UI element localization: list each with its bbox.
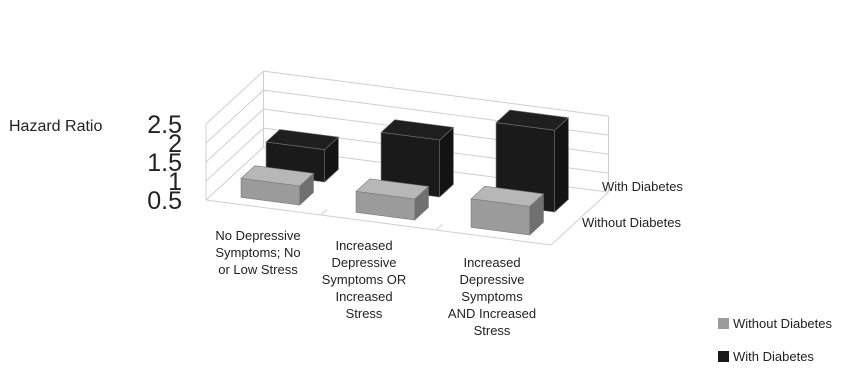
gridline-side: [205, 108, 264, 163]
gridline-side: [205, 146, 264, 201]
floor-front-edge: [205, 199, 552, 246]
legend-label: With Diabetes: [733, 349, 814, 364]
y-tick-label: 1: [168, 168, 182, 196]
x-category-label: Increased Depressive Symptoms AND Increased…: [448, 255, 536, 338]
gridline-side: [205, 70, 264, 125]
bar-with-diabetes: [380, 119, 455, 198]
legend-swatch: [718, 351, 729, 362]
legend-label: Without Diabetes: [733, 316, 832, 331]
x-category-label: Increased Depressive Symptoms OR Increased S…: [322, 238, 407, 321]
legend-item-without-diabetes: Without Diabetes: [718, 316, 832, 331]
x-axis-categories: No Depressive Symptoms; No or Low Stress In…: [215, 228, 536, 338]
gridline-side: [205, 89, 264, 144]
y-tick-label: 1.5: [147, 149, 182, 177]
y-tick-label: 0.5: [147, 187, 182, 215]
legend-swatch: [718, 318, 729, 329]
y-axis-ticks: 0.511.522.5: [147, 111, 182, 215]
category-divider: [435, 223, 443, 231]
gridline-side: [205, 127, 264, 182]
bar-without-diabetes: [355, 178, 430, 221]
x-category-label: No Depressive Symptoms; No or Low Stress: [215, 228, 300, 277]
depth-axis-labels: With Diabetes Without Diabetes: [582, 179, 683, 230]
depth-label: With Diabetes: [602, 179, 683, 194]
series-without-diabetes: [240, 165, 545, 236]
legend-item-with-diabetes: With Diabetes: [718, 349, 814, 364]
category-divider: [320, 208, 328, 216]
bar-without-diabetes: [470, 185, 545, 236]
gridline-back: [263, 70, 609, 117]
bar-without-diabetes: [240, 165, 315, 206]
floor-right-edge: [550, 191, 609, 246]
y-tick-label: 2.5: [147, 111, 182, 139]
y-tick-label: 2: [168, 130, 182, 158]
depth-label: Without Diabetes: [582, 215, 681, 230]
y-axis-label: Hazard Ratio: [9, 118, 102, 135]
